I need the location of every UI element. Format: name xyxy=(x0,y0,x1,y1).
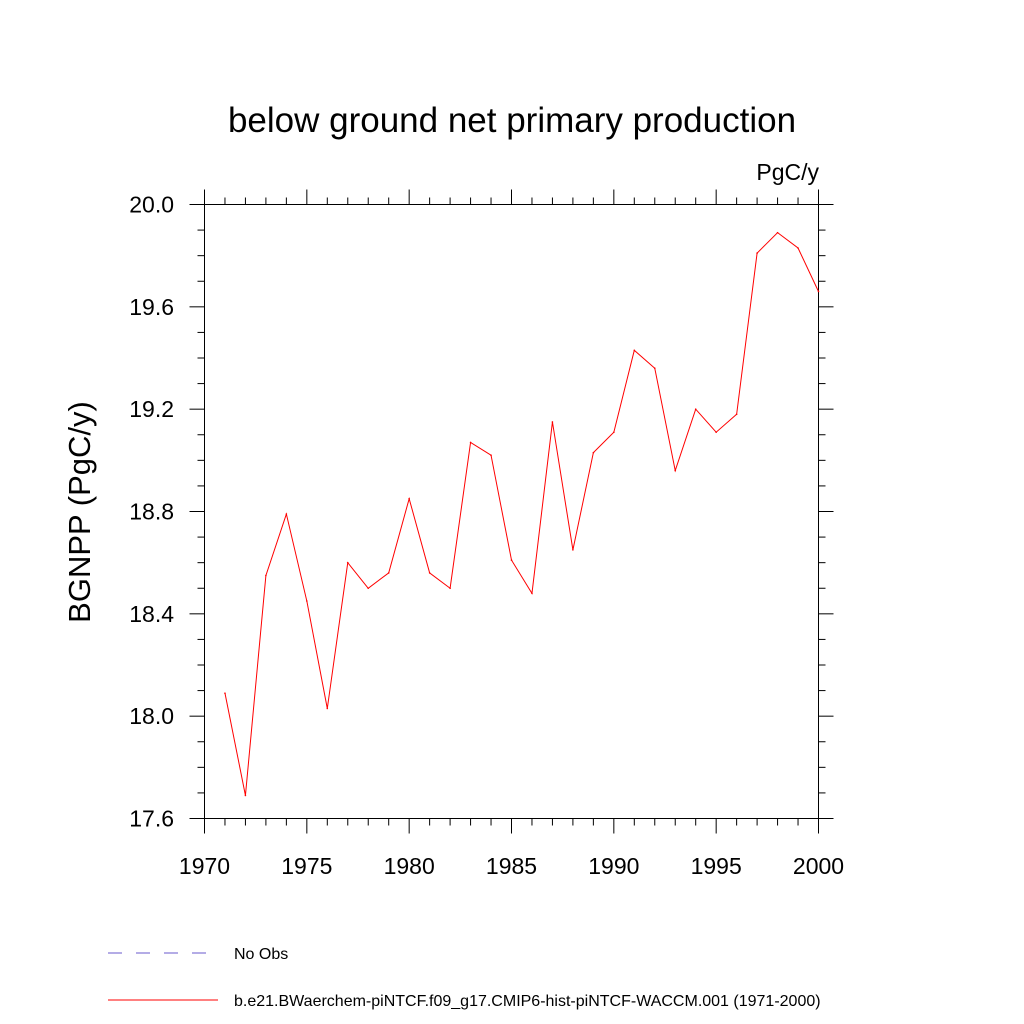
x-axis-ticks: 1970 1975 1980 1985 1990 1995 2000 xyxy=(179,189,844,879)
data-point xyxy=(653,367,656,370)
data-point xyxy=(408,497,410,500)
data-point xyxy=(428,572,431,574)
data-point xyxy=(265,574,267,577)
x-tick-label: 1990 xyxy=(588,853,639,879)
data-point xyxy=(572,549,574,551)
x-tick-label: 2000 xyxy=(793,853,844,879)
data-point xyxy=(326,707,329,710)
data-point xyxy=(694,408,697,410)
data-point xyxy=(387,572,390,574)
data-point xyxy=(510,559,513,561)
data-point xyxy=(613,431,615,433)
x-tick-label: 1985 xyxy=(486,853,537,879)
data-point xyxy=(756,252,758,254)
y-tick-label: 19.2 xyxy=(129,396,174,422)
x-tick-label: 1980 xyxy=(384,853,435,879)
plot-frame xyxy=(204,204,819,819)
y-tick-label: 18.0 xyxy=(129,703,174,729)
data-point xyxy=(469,441,472,444)
data-point xyxy=(817,290,820,293)
series-group xyxy=(224,231,820,797)
data-point xyxy=(244,794,247,797)
data-point xyxy=(715,431,717,433)
data-point xyxy=(367,587,370,590)
data-point xyxy=(633,349,636,352)
data-point xyxy=(306,600,308,602)
data-point xyxy=(531,592,533,595)
data-point xyxy=(592,451,595,454)
x-tick-label: 1975 xyxy=(281,853,332,879)
data-point xyxy=(449,587,451,590)
y-axis-ticks: 17.6 18.0 18.4 18.8 19.2 19.6 20.0 xyxy=(129,192,834,832)
y-axis-label: BGNPP (PgC/y) xyxy=(62,401,97,623)
data-point xyxy=(490,454,492,457)
chart-title: below ground net primary production xyxy=(228,101,796,140)
data-point xyxy=(735,413,738,416)
data-point xyxy=(224,692,226,694)
y-tick-label: 17.6 xyxy=(129,806,174,832)
y-tick-label: 19.6 xyxy=(129,294,174,320)
data-point xyxy=(797,247,799,249)
units-label: PgC/y xyxy=(756,159,819,185)
legend-label-no-obs: No Obs xyxy=(234,946,288,963)
data-point xyxy=(776,231,779,234)
series-line xyxy=(224,231,819,796)
legend-label-model: b.e21.BWaerchem-piNTCF.f09_g17.CMIP6-his… xyxy=(234,993,821,1010)
data-point xyxy=(285,513,288,515)
y-tick-label: 18.4 xyxy=(129,601,174,627)
legend: No Obs b.e21.BWaerchem-piNTCF.f09_g17.CM… xyxy=(108,946,821,1010)
x-tick-label: 1995 xyxy=(691,853,742,879)
x-tick-label: 1970 xyxy=(179,853,230,879)
data-point xyxy=(346,561,349,564)
data-point xyxy=(674,469,677,472)
y-tick-label: 20.0 xyxy=(129,192,174,218)
y-tick-label: 18.8 xyxy=(129,499,174,525)
data-point xyxy=(551,421,554,423)
